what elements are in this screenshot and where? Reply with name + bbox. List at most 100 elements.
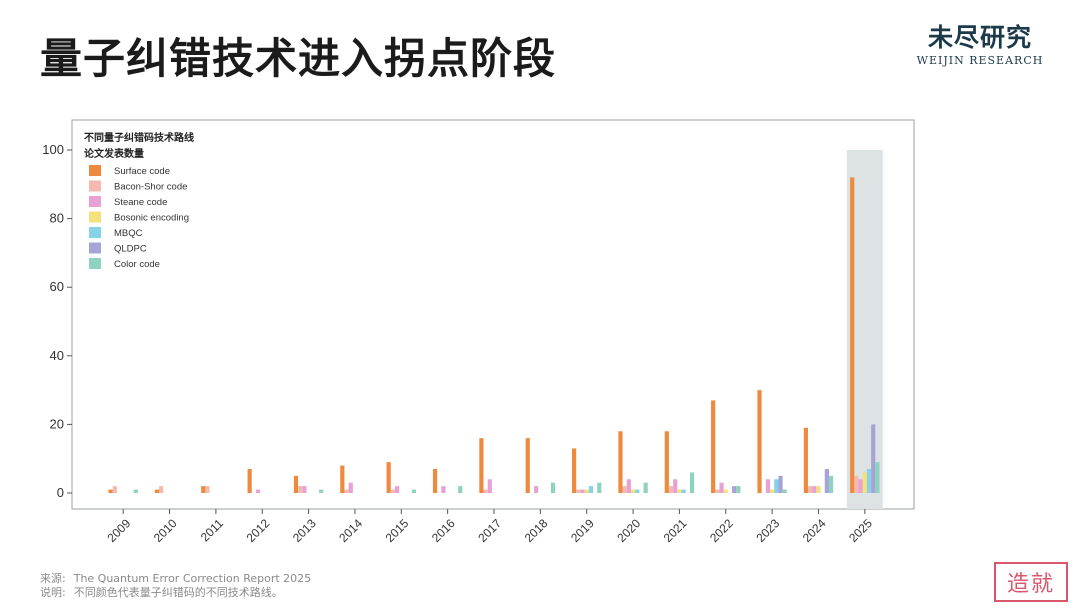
legend: Surface code Bacon-Shor code Steane code Bo… — [89, 165, 189, 270]
y-tick-label: 60 — [50, 279, 64, 294]
bar — [858, 479, 863, 493]
bar — [344, 489, 349, 493]
x-tick-label: 2016 — [429, 516, 458, 545]
bar — [736, 486, 741, 493]
seal-stamp: 造就 — [994, 562, 1068, 602]
bar — [673, 479, 678, 493]
bar — [664, 431, 669, 493]
bar — [534, 486, 539, 493]
bar — [854, 475, 859, 493]
bar — [525, 438, 530, 493]
bar — [875, 462, 880, 493]
bar — [572, 448, 577, 493]
bar — [774, 479, 779, 493]
bar — [862, 472, 867, 493]
bar — [293, 475, 299, 493]
bar — [770, 489, 775, 493]
bar — [681, 489, 686, 493]
bar — [732, 486, 737, 493]
y-tick-label: 80 — [50, 211, 64, 226]
bar — [584, 489, 589, 493]
bar — [828, 475, 834, 493]
note-line: 说明: 不同颜色代表量子纠错码的不同技术路线。 — [40, 586, 311, 600]
bar — [112, 486, 117, 493]
legend-item: Color code — [114, 259, 160, 270]
legend-subtitle: 论文发表数量 — [84, 147, 144, 160]
bar — [479, 438, 484, 493]
legend-swatch — [89, 165, 101, 176]
bar — [201, 486, 206, 493]
bar — [441, 486, 446, 493]
x-tick-label: 2011 — [198, 516, 226, 544]
legend-item: Surface code — [114, 166, 170, 177]
y-axis: 0 20 40 60 80 100 — [42, 142, 72, 500]
source-label: 来源: — [40, 572, 66, 585]
bar — [778, 475, 783, 493]
bar — [812, 486, 817, 493]
legend-swatch — [89, 242, 101, 254]
x-tick-label: 2021 — [661, 516, 690, 545]
legend-swatch — [89, 227, 101, 238]
bar — [816, 486, 821, 493]
bar — [483, 489, 488, 493]
bar — [386, 462, 391, 493]
source-text: The Quantum Error Correction Report 2025 — [73, 572, 312, 585]
bar — [803, 427, 808, 493]
bar — [159, 486, 164, 493]
bar — [711, 400, 716, 493]
bar — [635, 489, 640, 493]
footnotes: 来源: The Quantum Error Correction Report 2… — [40, 572, 311, 600]
bar — [205, 486, 210, 493]
x-tick-label: 2025 — [846, 516, 875, 545]
bar — [154, 489, 160, 493]
bar — [871, 424, 876, 493]
y-tick-label: 20 — [50, 416, 64, 431]
x-tick-label: 2018 — [522, 516, 551, 545]
bar — [340, 465, 345, 493]
bar — [550, 482, 556, 493]
x-tick-label: 2014 — [336, 516, 365, 545]
x-tick-label: 2017 — [475, 516, 504, 545]
legend-item: Bosonic encoding — [114, 213, 189, 224]
bar — [588, 486, 594, 493]
y-tick-label: 0 — [57, 485, 64, 500]
bar — [319, 489, 324, 493]
bar — [757, 390, 762, 493]
bar — [298, 486, 303, 493]
x-tick-label: 2019 — [568, 516, 597, 545]
bar — [850, 177, 855, 493]
bar — [348, 482, 353, 493]
x-tick-label: 2009 — [105, 516, 134, 545]
bar — [622, 486, 627, 493]
note-label: 说明: — [40, 586, 66, 599]
bar — [432, 468, 438, 493]
bar — [807, 486, 813, 493]
x-tick-label: 2024 — [800, 516, 829, 545]
legend-swatch — [89, 196, 101, 207]
bar — [302, 486, 307, 493]
x-tick-label: 2015 — [383, 516, 412, 545]
legend-title: 不同量子纠错码技术路线 — [84, 131, 194, 144]
brand-name-cn: 未尽研究 — [927, 23, 1032, 52]
y-tick-label: 40 — [50, 348, 64, 363]
bar — [866, 468, 872, 493]
x-tick-label: 2020 — [614, 516, 643, 545]
x-tick-label: 2012 — [244, 516, 273, 545]
bar — [677, 489, 682, 493]
legend-swatch — [89, 258, 101, 269]
bar — [255, 489, 261, 493]
bar — [782, 489, 787, 493]
x-tick-label: 2013 — [290, 516, 319, 545]
plot-frame — [71, 119, 915, 510]
bar — [715, 489, 720, 493]
bar — [824, 468, 829, 493]
bar — [487, 479, 492, 493]
bar — [247, 468, 252, 493]
bar — [723, 489, 728, 493]
bar — [597, 482, 602, 493]
legend-item: QLDPC — [114, 244, 147, 255]
source-line: 来源: The Quantum Error Correction Report 2… — [40, 572, 311, 586]
bar — [618, 431, 623, 493]
bar — [643, 482, 648, 493]
